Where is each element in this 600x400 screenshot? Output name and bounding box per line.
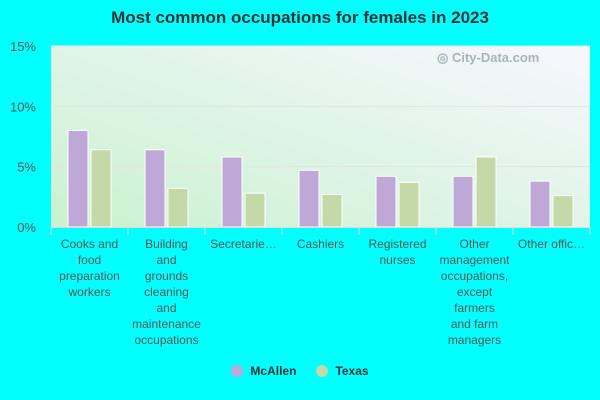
bar-mcallen — [221, 156, 243, 228]
x-tick-label: Secretarie… — [210, 237, 277, 251]
legend-swatch — [316, 365, 329, 377]
bar-texas — [552, 195, 574, 228]
bar-texas — [475, 156, 497, 228]
bar-texas — [398, 181, 420, 228]
chart-title: Most common occupations for females in 2… — [111, 8, 489, 27]
legend-item: McAllen — [231, 364, 296, 378]
y-tick-label: 10% — [10, 99, 36, 114]
x-tick-label: Other management occupations, except far… — [439, 237, 510, 347]
bar-mcallen — [67, 129, 89, 228]
x-tick-label: Registered nurses — [368, 237, 427, 267]
legend-swatch — [231, 365, 244, 377]
x-tick-label: Cooks and food preparation workers — [59, 237, 120, 299]
legend-item: Texas — [316, 364, 369, 378]
x-tick-label: Cashiers — [296, 237, 345, 251]
bar-texas — [244, 192, 266, 228]
bar-texas — [90, 149, 112, 228]
legend-label: Texas — [335, 364, 369, 378]
bar-mcallen — [298, 169, 320, 228]
y-tick-label: 15% — [10, 39, 36, 54]
bar-texas — [321, 193, 343, 228]
bar-mcallen — [529, 180, 551, 228]
legend: McAllen Texas — [0, 364, 600, 380]
bar-mcallen — [452, 175, 474, 228]
bar-mcallen — [144, 149, 166, 228]
plot-area — [51, 46, 590, 227]
x-tick-label: Other offic… — [517, 237, 586, 251]
x-tick-label: Building and grounds cleaning and mainte… — [132, 237, 201, 347]
bar-texas — [167, 187, 189, 228]
y-tick-label: 5% — [17, 160, 36, 175]
watermark-logo: ◎ City-Data.com — [437, 50, 540, 65]
bar-mcallen — [375, 175, 397, 228]
y-tick-label: 0% — [17, 220, 36, 235]
legend-label: McAllen — [250, 364, 297, 378]
